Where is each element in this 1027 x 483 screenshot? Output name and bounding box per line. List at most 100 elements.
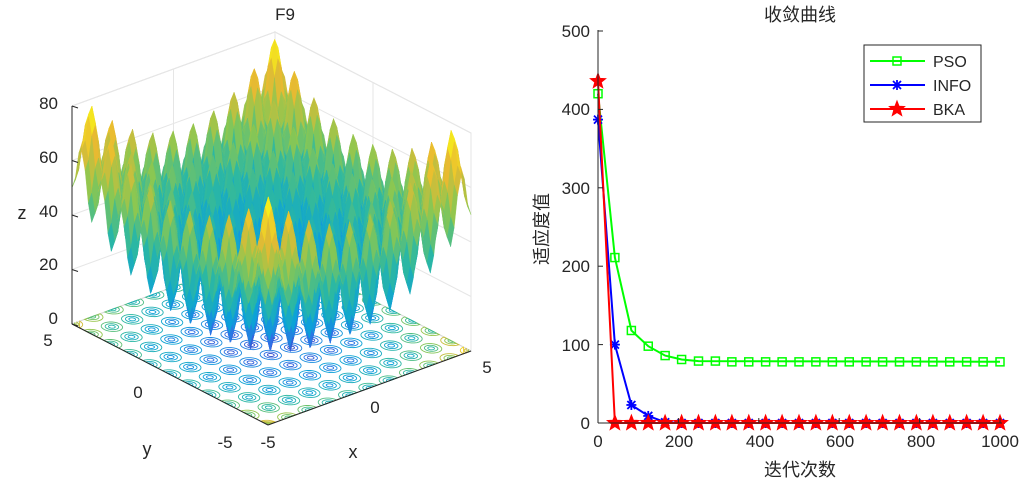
data-point-bka	[974, 413, 993, 431]
contour-ring	[83, 313, 104, 322]
contour-ring	[387, 343, 396, 348]
contour-ring	[262, 386, 277, 394]
contour-ring	[322, 381, 337, 389]
x-tick-label: 5	[482, 358, 491, 377]
convergence-title: 收敛曲线	[764, 5, 836, 26]
contour-ring	[427, 346, 435, 351]
contour-ring	[120, 331, 143, 342]
legend-swatches	[870, 56, 925, 117]
contour-ring	[277, 394, 301, 406]
contour-ring	[180, 326, 203, 338]
data-point-pso	[744, 357, 754, 367]
contour-ring	[139, 341, 163, 353]
contour-ring	[129, 300, 137, 304]
contour-ring	[245, 377, 254, 382]
contour-ring	[226, 367, 235, 372]
y-tick-label: -5	[217, 433, 232, 452]
contour-ring	[103, 305, 124, 315]
legend-marker-info-stroke	[892, 80, 902, 90]
contour-ring	[423, 362, 437, 369]
surface-axes	[71, 105, 472, 426]
contour-ring	[319, 362, 342, 373]
contour-ring	[385, 307, 399, 315]
contour-ring	[123, 298, 145, 307]
contour-ring	[383, 342, 399, 350]
contour-ring	[282, 379, 297, 387]
z-tick	[71, 105, 79, 109]
contour-ring	[126, 299, 141, 306]
contour-ring	[179, 344, 203, 355]
contour-ring	[145, 308, 160, 316]
contour-ring	[183, 363, 198, 371]
data-point-pso	[861, 357, 871, 367]
contour-ring	[149, 293, 158, 297]
surface-plot: F9 0 20 40 60 80 z 5 0 -5 y -5 0 5 x	[18, 5, 492, 462]
contour-ring	[345, 393, 353, 397]
contour-ring	[104, 323, 120, 331]
contour-ring	[362, 367, 378, 374]
contour-ring	[379, 357, 402, 369]
data-point-bka	[890, 413, 909, 431]
data-point-bka	[639, 413, 658, 431]
contour-ring	[164, 318, 180, 326]
contour-ring	[399, 350, 422, 361]
contour-ring	[304, 408, 313, 412]
data-point-bka	[823, 413, 842, 431]
data-point-bka	[756, 413, 775, 431]
legend-label-info: INFO	[933, 78, 971, 95]
y-tick-label: 200	[562, 257, 590, 276]
contour-ring	[277, 412, 298, 421]
y-tick-label: 500	[562, 22, 590, 41]
contour-ring	[222, 383, 237, 391]
contour-ring	[148, 309, 157, 314]
contour-ring	[108, 324, 116, 329]
data-point-bka	[689, 413, 708, 431]
contour-ring	[302, 389, 317, 397]
contour-ring	[159, 351, 182, 363]
contour-ring	[439, 353, 460, 362]
data-point-bka	[806, 413, 825, 431]
data-point-pso	[693, 356, 704, 366]
z-tick-label: 20	[39, 255, 58, 274]
contour-ring	[278, 377, 301, 388]
data-point-pso	[626, 325, 637, 336]
contour-ring	[359, 347, 383, 359]
z-tick-label: 60	[39, 148, 58, 167]
legend-label-pso: PSO	[933, 54, 967, 71]
contour-ring	[238, 374, 261, 386]
contour-ring	[367, 333, 376, 338]
contour-ring	[147, 327, 156, 332]
data-point-pso	[877, 357, 888, 367]
contour-ring	[378, 375, 399, 384]
surface-mesh	[71, 38, 472, 352]
data-point-pso	[811, 357, 821, 367]
contour-ring	[147, 292, 161, 298]
y-axis-line	[71, 323, 269, 426]
contour-ring	[266, 370, 274, 375]
y-axis-label: y	[143, 439, 152, 459]
x-tick-label: 0	[593, 432, 602, 451]
data-point-pso	[727, 357, 737, 367]
contour-ring	[381, 306, 402, 316]
data-point-bka	[873, 413, 892, 431]
x-tick-label: 800	[907, 432, 935, 451]
contour-ring	[202, 373, 218, 381]
contour-ring	[160, 334, 183, 345]
contour-ring	[258, 367, 282, 378]
data-point-pso	[610, 252, 620, 263]
contour-ring	[206, 375, 214, 380]
contour-ring	[283, 361, 298, 369]
contour-ring	[367, 351, 375, 355]
y-tick-label: 100	[562, 336, 590, 355]
contour-ring	[426, 363, 435, 368]
data-point-bka	[790, 413, 808, 431]
contour-ring	[363, 349, 379, 357]
contour-ring	[302, 371, 318, 379]
contour-ring	[364, 332, 379, 339]
contour-ring	[323, 346, 339, 354]
data-point-pso	[827, 357, 838, 367]
contour-ring	[222, 366, 238, 374]
contour-ring	[298, 387, 321, 398]
contour-ring	[163, 353, 178, 361]
convergence-plot: 收敛曲线 0 100 200 300 400 500 0 200 400 600…	[532, 5, 1019, 481]
